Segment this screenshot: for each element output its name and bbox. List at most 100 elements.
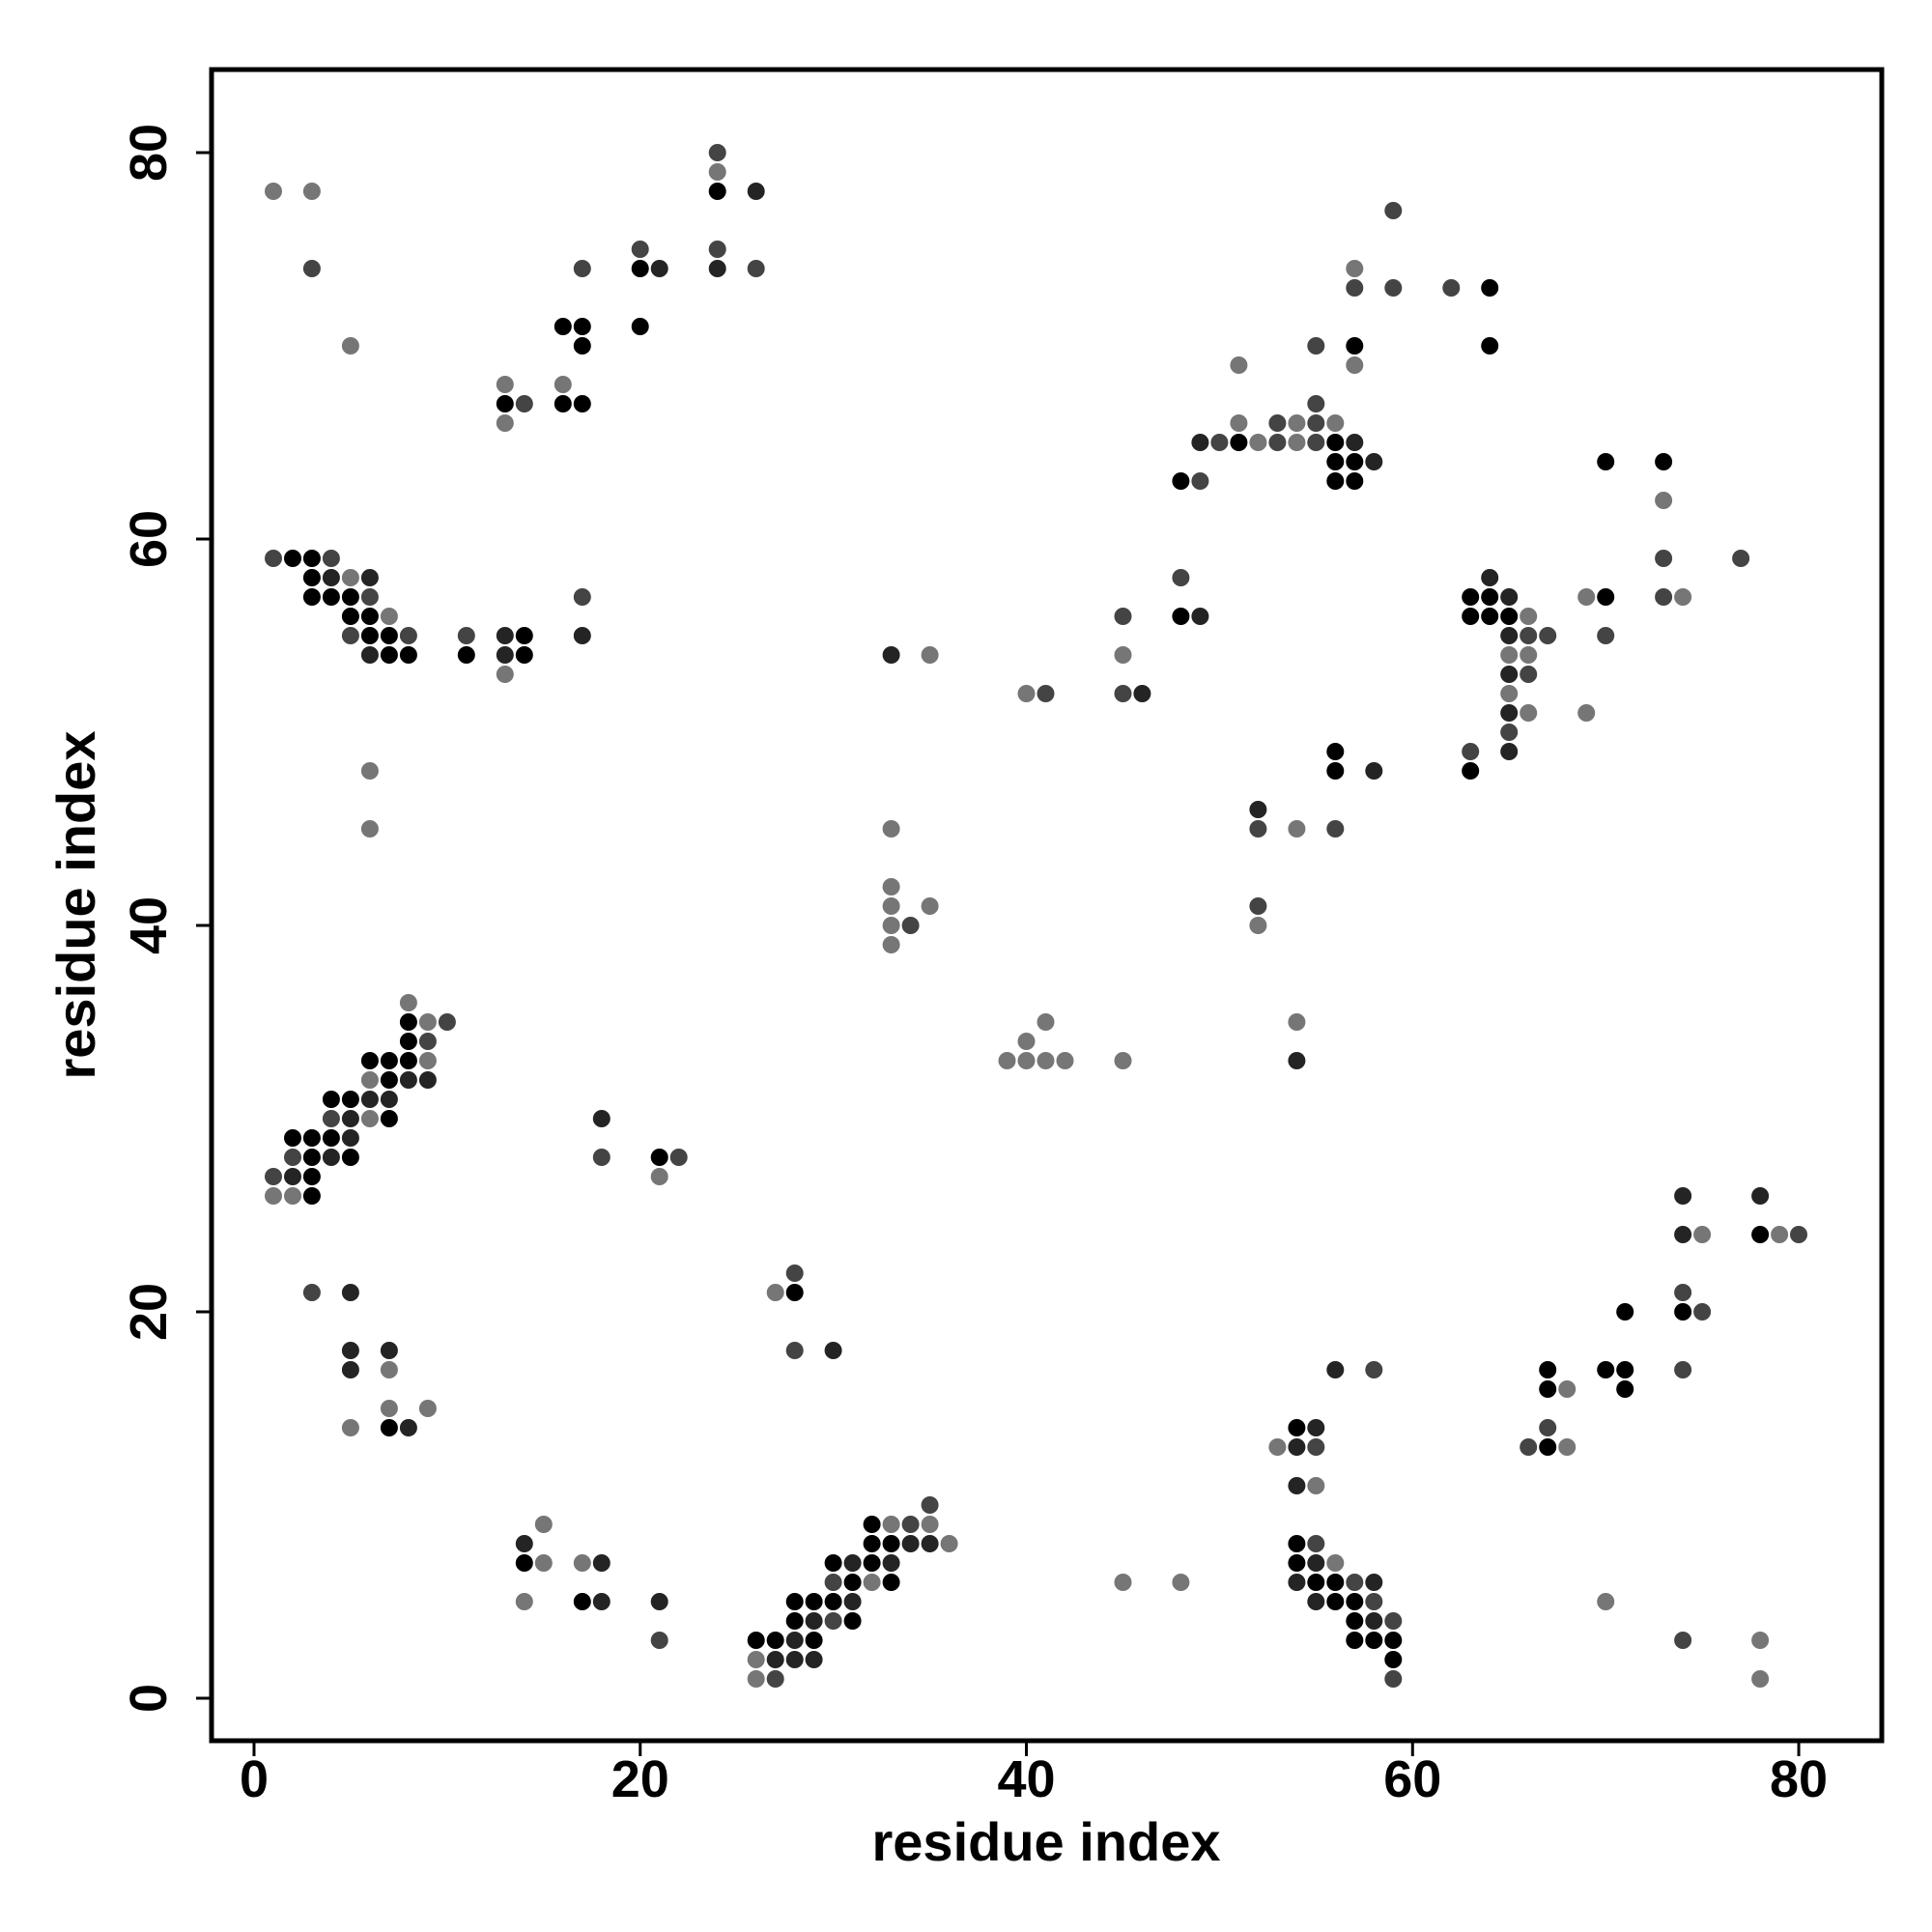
data-point bbox=[785, 1612, 804, 1630]
x-tick-label: 80 bbox=[1770, 1750, 1828, 1808]
data-point bbox=[322, 569, 340, 586]
data-point bbox=[1288, 434, 1306, 451]
data-point bbox=[341, 1149, 359, 1166]
data-point bbox=[302, 260, 321, 277]
data-point bbox=[1249, 917, 1267, 934]
y-tick-label: 80 bbox=[120, 124, 178, 182]
data-point bbox=[708, 241, 726, 258]
data-point bbox=[457, 646, 475, 664]
data-point bbox=[302, 1149, 321, 1166]
data-point bbox=[843, 1612, 862, 1630]
data-point bbox=[901, 917, 920, 934]
data-point bbox=[1655, 550, 1673, 567]
data-point bbox=[1326, 1593, 1345, 1610]
data-point bbox=[766, 1651, 784, 1668]
data-point bbox=[650, 1149, 668, 1166]
data-point bbox=[1326, 743, 1345, 760]
data-point bbox=[1597, 588, 1615, 606]
data-point bbox=[843, 1574, 862, 1591]
data-point bbox=[573, 337, 591, 355]
data-point bbox=[882, 820, 900, 838]
data-point bbox=[1249, 434, 1267, 451]
data-point bbox=[1191, 472, 1209, 490]
data-point bbox=[824, 1574, 842, 1591]
data-point bbox=[399, 1052, 417, 1069]
data-point bbox=[1268, 1438, 1287, 1456]
data-point bbox=[1616, 1380, 1634, 1398]
data-point bbox=[998, 1052, 1016, 1069]
data-point bbox=[1751, 1670, 1770, 1688]
data-point bbox=[1326, 1554, 1345, 1572]
data-point bbox=[631, 260, 649, 277]
data-point bbox=[573, 627, 591, 644]
data-point bbox=[496, 666, 514, 683]
data-point bbox=[1017, 685, 1036, 702]
data-point bbox=[554, 395, 572, 412]
data-point bbox=[360, 588, 379, 606]
data-point bbox=[1616, 1361, 1634, 1378]
data-point bbox=[1326, 434, 1345, 451]
data-point bbox=[805, 1632, 823, 1649]
data-point bbox=[1597, 1361, 1615, 1378]
data-point bbox=[1114, 1574, 1132, 1591]
data-point bbox=[322, 1091, 340, 1108]
data-point bbox=[1500, 743, 1519, 760]
data-point bbox=[1017, 1033, 1036, 1050]
x-tick-label: 0 bbox=[240, 1750, 269, 1808]
data-point bbox=[360, 1091, 379, 1108]
data-point bbox=[843, 1593, 862, 1610]
data-point bbox=[592, 1593, 611, 1610]
data-point bbox=[1346, 1574, 1364, 1591]
data-point bbox=[1346, 472, 1364, 490]
data-point bbox=[302, 1187, 321, 1205]
y-tick-label: 60 bbox=[120, 510, 178, 568]
data-point bbox=[418, 1071, 437, 1089]
data-point bbox=[747, 260, 765, 277]
data-point bbox=[1191, 434, 1209, 451]
data-point bbox=[708, 144, 726, 161]
data-point bbox=[1539, 1419, 1557, 1436]
x-axis-label: residue index bbox=[871, 1811, 1220, 1872]
data-point bbox=[863, 1535, 881, 1552]
data-point bbox=[1056, 1052, 1074, 1069]
data-point bbox=[1346, 279, 1364, 297]
data-point bbox=[1288, 1438, 1306, 1456]
data-point bbox=[747, 1670, 765, 1688]
data-point bbox=[1288, 1554, 1306, 1572]
data-point bbox=[863, 1574, 881, 1591]
data-point bbox=[1674, 1284, 1692, 1301]
data-point bbox=[573, 395, 591, 412]
data-point bbox=[1751, 1632, 1770, 1649]
data-point bbox=[1172, 608, 1190, 625]
data-point bbox=[843, 1554, 862, 1572]
data-point bbox=[882, 936, 900, 953]
data-point bbox=[496, 395, 514, 412]
data-point bbox=[1288, 820, 1306, 838]
data-point bbox=[785, 1284, 804, 1301]
data-point bbox=[302, 183, 321, 200]
data-point bbox=[1288, 1574, 1306, 1591]
data-point bbox=[882, 897, 900, 915]
data-point bbox=[284, 1129, 301, 1147]
data-point bbox=[573, 260, 591, 277]
data-point bbox=[380, 608, 398, 625]
data-point bbox=[708, 163, 726, 181]
data-point bbox=[1462, 762, 1480, 780]
data-point bbox=[1346, 260, 1364, 277]
data-point bbox=[534, 1516, 553, 1533]
data-point bbox=[1384, 1670, 1403, 1688]
data-point bbox=[1674, 1187, 1692, 1205]
data-point bbox=[496, 646, 514, 664]
data-point bbox=[940, 1535, 958, 1552]
data-point bbox=[515, 646, 533, 664]
data-point bbox=[1674, 1303, 1692, 1321]
data-point bbox=[380, 1071, 398, 1089]
data-point bbox=[1462, 743, 1480, 760]
data-point bbox=[1326, 453, 1345, 470]
data-point bbox=[805, 1612, 823, 1630]
data-point bbox=[496, 627, 514, 644]
data-point bbox=[1462, 588, 1480, 606]
data-point bbox=[592, 1110, 611, 1127]
data-point bbox=[1674, 1632, 1692, 1649]
data-point bbox=[863, 1516, 881, 1533]
